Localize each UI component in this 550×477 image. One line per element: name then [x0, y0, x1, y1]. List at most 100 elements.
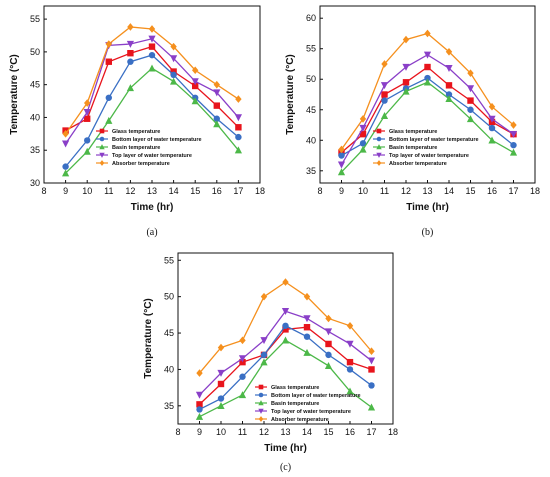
series-bottom-layer-of-water-temperature	[196, 322, 375, 413]
data-point	[402, 87, 410, 95]
legend-label: Absorber temperature	[271, 417, 329, 423]
y-tick-label: 55	[164, 255, 174, 265]
legend-marker	[376, 136, 382, 142]
data-point	[170, 55, 178, 63]
data-point	[105, 58, 112, 65]
legend-marker	[99, 160, 105, 166]
legend-marker	[376, 152, 382, 158]
data-point	[170, 71, 177, 79]
x-tick-label: 8	[317, 186, 322, 196]
series-basin-temperature	[195, 336, 376, 420]
data-point	[488, 124, 496, 132]
x-tick-label: 13	[422, 186, 432, 196]
data-point	[368, 366, 375, 373]
data-point	[324, 328, 333, 336]
data-point	[213, 120, 221, 128]
data-point	[303, 292, 311, 301]
data-point	[239, 373, 246, 380]
data-point	[62, 169, 70, 177]
data-point	[346, 340, 354, 348]
chart-panel-2: 8 9 10 11 12 13 14 15 16 17 18 35 40 45 50 55 60 Time (hr…	[285, 5, 540, 238]
x-tick-label: 13	[147, 186, 157, 196]
data-point	[488, 136, 496, 144]
y-tick-label: 35	[306, 166, 316, 176]
legend-marker	[258, 408, 264, 414]
data-point	[217, 343, 225, 352]
data-point	[368, 347, 375, 356]
panel-label: (b)	[422, 227, 434, 238]
data-point	[213, 102, 220, 109]
legend-marker	[376, 128, 382, 134]
data-point	[467, 106, 474, 113]
y-tick-label: 35	[30, 145, 40, 155]
y-axis-label: Temperature (°C)	[143, 298, 154, 379]
data-point	[234, 146, 242, 154]
data-point	[510, 141, 517, 149]
data-point	[381, 60, 388, 68]
data-point	[303, 324, 311, 331]
legend: Glass temperature Bottom layer of water t…	[373, 128, 479, 167]
series-absorber-temperature	[62, 23, 242, 138]
x-tick-label: 11	[104, 186, 113, 196]
x-tick-label: 14	[302, 427, 312, 437]
data-point	[338, 145, 345, 154]
series-basin-temperature	[337, 78, 518, 176]
x-tick-label: 14	[169, 186, 179, 196]
y-tick-label: 60	[306, 13, 316, 23]
legend-label: Top layer of water temperature	[112, 153, 192, 159]
data-point	[127, 58, 134, 65]
legend-marker	[258, 416, 264, 422]
data-point	[83, 109, 91, 116]
data-point	[346, 321, 354, 330]
data-point	[126, 84, 134, 92]
x-tick-label: 15	[323, 427, 333, 437]
y-tick-label: 35	[164, 401, 174, 411]
x-tick-label: 13	[280, 427, 290, 437]
data-point	[359, 140, 367, 147]
data-point	[381, 97, 388, 104]
y-tick-label: 40	[164, 364, 174, 374]
data-point	[105, 94, 113, 101]
data-point	[281, 308, 290, 316]
data-point	[281, 336, 290, 344]
y-tick-label: 45	[306, 105, 316, 115]
data-point	[445, 94, 453, 102]
data-point	[325, 351, 332, 359]
legend-label: Absorber temperature	[112, 161, 170, 167]
y-tick-label: 50	[306, 74, 316, 84]
x-tick-label: 10	[82, 186, 92, 196]
x-axis-label: Time (hr)	[264, 443, 307, 454]
data-point	[359, 124, 367, 132]
data-point	[423, 78, 432, 86]
legend-label: Top layer of water temperature	[389, 153, 469, 159]
legend-marker	[258, 384, 264, 390]
legend-label: Bottom layer of water temperature	[389, 137, 479, 143]
data-point	[402, 35, 410, 44]
legend-marker	[99, 136, 105, 142]
data-point	[105, 40, 112, 48]
data-point	[148, 25, 156, 33]
data-point	[191, 97, 199, 105]
series-absorber-temperature	[338, 29, 517, 154]
data-point	[445, 47, 453, 56]
x-tick-label: 16	[212, 186, 222, 196]
x-tick-label: 9	[197, 427, 202, 437]
data-point	[213, 115, 220, 122]
x-tick-label: 16	[345, 427, 355, 437]
data-point	[488, 102, 496, 111]
x-tick-label: 16	[487, 186, 497, 196]
panel-label: (c)	[280, 462, 291, 473]
data-point	[195, 391, 204, 399]
data-point	[424, 74, 431, 82]
data-point	[346, 358, 354, 366]
data-point	[325, 314, 332, 323]
data-point	[359, 145, 367, 153]
data-point	[325, 340, 332, 348]
x-tick-label: 18	[530, 186, 540, 196]
series-line	[65, 26, 239, 135]
y-tick-label: 45	[164, 328, 174, 338]
x-axis-label: Time (hr)	[131, 202, 174, 213]
data-point	[367, 357, 376, 365]
data-point	[196, 369, 203, 377]
series-top-layer-of-water-temperature	[195, 308, 376, 399]
